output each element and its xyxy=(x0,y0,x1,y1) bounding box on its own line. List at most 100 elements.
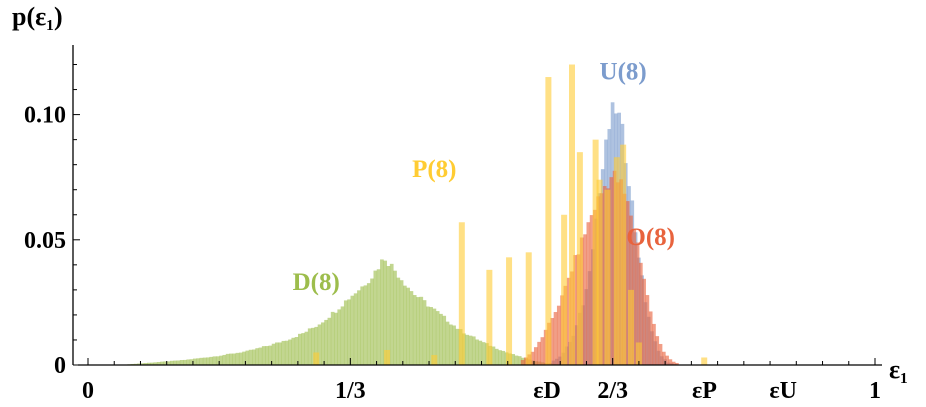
histogram-bar xyxy=(317,324,322,365)
histogram-bar xyxy=(475,339,479,365)
histogram-bar xyxy=(192,358,197,365)
histogram-bar xyxy=(635,242,640,365)
histogram-bar xyxy=(147,362,151,365)
histogram-bar xyxy=(248,349,253,365)
histogram-bar xyxy=(222,354,227,365)
histogram-bar xyxy=(314,326,319,365)
histogram-bar xyxy=(357,290,361,365)
histogram-bar xyxy=(209,356,214,365)
histogram-spike xyxy=(635,342,642,365)
histogram-bar xyxy=(409,291,414,365)
x-axis-label: ε₁ xyxy=(889,355,908,384)
histogram-bar xyxy=(481,342,486,365)
histogram-bar xyxy=(566,277,571,365)
histogram-bar xyxy=(225,353,230,365)
histogram-bar xyxy=(675,362,679,365)
histogram-bar xyxy=(655,336,660,365)
histogram-bar xyxy=(514,355,519,365)
histogram-bar xyxy=(284,340,289,365)
histogram-bar xyxy=(189,359,194,365)
histogram-spike xyxy=(486,269,493,365)
histogram-bar xyxy=(429,307,433,365)
histogram-bar xyxy=(219,355,223,365)
histogram-bar xyxy=(661,351,666,365)
histogram-bar xyxy=(652,323,656,365)
series-label: O(8) xyxy=(626,224,675,251)
histogram-bar xyxy=(261,346,266,365)
histogram-bar xyxy=(137,363,141,365)
histogram-bar xyxy=(215,356,220,365)
histogram-bar xyxy=(166,361,171,365)
histogram-spike xyxy=(569,64,575,366)
histogram-spike xyxy=(561,214,568,365)
histogram-bar xyxy=(353,293,358,365)
histogram-bar xyxy=(307,328,312,365)
histogram-bar xyxy=(183,359,187,365)
histogram-bar xyxy=(439,313,443,365)
histogram-spike xyxy=(313,352,320,365)
histogram-bar xyxy=(533,347,538,365)
histogram-bar xyxy=(396,277,401,365)
histogram-bar xyxy=(455,328,460,365)
histogram-bar xyxy=(386,266,391,365)
histogram-bar xyxy=(445,321,450,365)
histogram-bar xyxy=(494,348,499,365)
histogram-bar xyxy=(176,360,181,365)
histogram-bar xyxy=(491,346,496,365)
histogram-bar xyxy=(196,358,200,365)
histogram-bar xyxy=(465,334,470,365)
histogram-bar xyxy=(245,350,250,365)
histogram-bar xyxy=(383,260,388,365)
histogram-bar xyxy=(298,333,302,365)
histogram-bar xyxy=(304,331,309,365)
histogram-bar xyxy=(425,306,430,365)
histogram-bar xyxy=(173,360,177,365)
histogram-bar xyxy=(170,360,174,365)
histogram-bar xyxy=(403,285,407,365)
histogram-bar xyxy=(573,255,578,365)
histogram-bar xyxy=(347,299,351,365)
histogram-bar xyxy=(586,222,591,365)
histogram-bar xyxy=(265,346,269,365)
y-axis-label: p(ε₁) xyxy=(12,2,63,31)
histogram-bar xyxy=(373,270,378,365)
histogram-bar xyxy=(658,343,663,365)
histogram-bar xyxy=(229,353,233,365)
histogram-bar xyxy=(281,340,286,365)
histogram-spike xyxy=(592,139,599,365)
histogram-bar xyxy=(498,350,502,365)
tick-labels: 0 1/3 εD 2/3 εP εU 1 0 0.05 0.10 xyxy=(24,103,881,404)
histogram-bar xyxy=(550,318,555,365)
histogram-spike xyxy=(431,354,438,365)
histogram-bar xyxy=(252,349,256,365)
histogram-bar xyxy=(343,300,348,365)
series-labels: D(8) U(8) O(8) P(8) xyxy=(293,59,675,296)
histogram-bar xyxy=(393,270,397,365)
histogram-bar xyxy=(199,357,204,365)
series-label: P(8) xyxy=(412,156,456,183)
histogram-bar xyxy=(163,361,168,365)
histogram-bar xyxy=(370,278,374,365)
y-tick-label: 0.05 xyxy=(24,228,66,254)
histogram-bar xyxy=(665,355,669,365)
histogram-bar xyxy=(648,311,653,365)
x-tick-label: εP xyxy=(692,378,717,404)
histogram-bar xyxy=(530,351,535,365)
series-label: D(8) xyxy=(293,269,340,296)
histogram-spike xyxy=(545,77,552,365)
histogram-spike xyxy=(701,357,708,365)
histogram-bar xyxy=(399,280,404,365)
histogram-bar xyxy=(232,353,237,365)
histogram-spike xyxy=(384,349,391,365)
histogram-bar xyxy=(327,317,332,365)
histogram-bar xyxy=(517,356,522,365)
histogram-bar xyxy=(416,297,420,365)
histogram-bar xyxy=(671,361,676,365)
histogram-bar xyxy=(330,311,335,365)
histogram-bar xyxy=(553,312,558,365)
histogram-bar xyxy=(448,324,453,365)
histogram-bar xyxy=(501,350,506,365)
histogram-bar xyxy=(632,228,637,365)
histogram-bar xyxy=(511,354,515,365)
